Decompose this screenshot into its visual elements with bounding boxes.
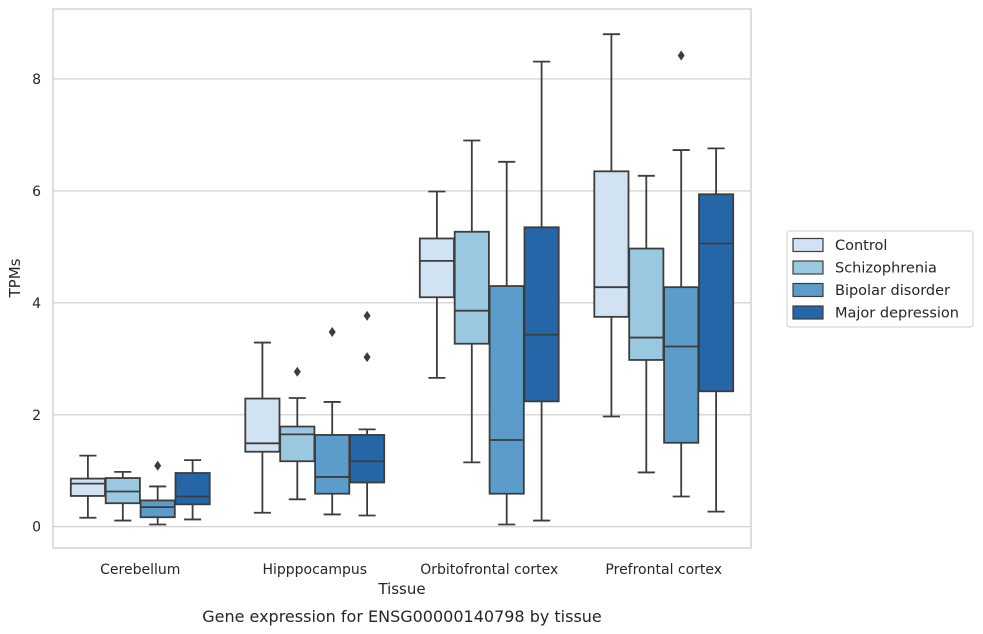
y-axis-ticks: 0 2 4 6 8 [32, 72, 41, 536]
iqr-box [279, 425, 316, 463]
iqr-box [628, 247, 665, 361]
y-tick-label: 0 [32, 520, 41, 536]
y-axis-title: TPMs [6, 258, 24, 298]
outlier-point [363, 352, 371, 363]
x-axis-title: Tissue [377, 580, 425, 598]
box-bipolar-disorder [314, 326, 351, 516]
box-control [69, 454, 106, 519]
legend-swatch [792, 282, 824, 298]
outlier-point [328, 326, 336, 337]
legend-swatch [792, 237, 824, 253]
iqr-box [69, 477, 106, 497]
grid-lines [53, 78, 751, 528]
legend-label: Schizophrenia [835, 261, 937, 277]
y-tick-label: 4 [32, 296, 41, 312]
iqr-box [418, 237, 455, 299]
iqr-box [488, 285, 525, 495]
y-tick-label: 8 [32, 72, 41, 88]
iqr-box [698, 193, 735, 393]
outlier-point [677, 50, 685, 61]
iqr-box [453, 230, 490, 345]
outlier-point [293, 366, 301, 377]
iqr-box [663, 286, 700, 444]
box-major-depression [174, 459, 211, 521]
x-tick-label: Hipppocampus [262, 562, 367, 578]
box-schizophrenia [628, 174, 665, 474]
y-tick-label: 6 [32, 184, 41, 200]
iqr-box [314, 434, 351, 495]
legend-swatch [792, 305, 824, 320]
x-tick-label: Prefrontal cortex [605, 562, 722, 578]
box-bipolar-disorder [139, 460, 176, 526]
iqr-box [523, 226, 560, 403]
x-tick-label: Cerebellum [100, 562, 180, 578]
outlier-point [363, 310, 371, 321]
legend-frame [786, 230, 974, 328]
legend-swatch [792, 260, 824, 275]
x-axis-ticks: Cerebellum Hipppocampus Orbitofrontal cort… [100, 562, 722, 578]
box-bipolar-disorder [663, 50, 700, 498]
box-schizophrenia [453, 139, 490, 464]
box-bipolar-disorder [488, 160, 525, 526]
box-schizophrenia [279, 366, 316, 501]
box-schizophrenia [104, 470, 141, 522]
box-control [418, 190, 455, 379]
iqr-box [139, 499, 176, 519]
y-tick-label: 2 [32, 408, 41, 424]
box-layer [69, 33, 735, 526]
legend-label: Control [835, 238, 887, 254]
box-control [244, 341, 281, 514]
legend-label: Major depression [835, 306, 959, 322]
iqr-box [174, 472, 211, 506]
legend: Control Schizophrenia Bipolar disorder Majo… [786, 230, 974, 328]
box-major-depression [349, 310, 386, 517]
legend-label: Bipolar disorder [835, 283, 950, 299]
iqr-box [593, 170, 630, 318]
iqr-box [349, 434, 386, 484]
box-major-depression [523, 60, 560, 522]
plot-area-frame [52, 8, 752, 549]
box-major-depression [698, 147, 735, 513]
outlier-point [154, 460, 162, 471]
box-control [593, 33, 630, 418]
chart-caption: Gene expression for ENSG00000140798 by t… [202, 607, 602, 626]
x-tick-label: Orbitofrontal cortex [420, 562, 558, 578]
